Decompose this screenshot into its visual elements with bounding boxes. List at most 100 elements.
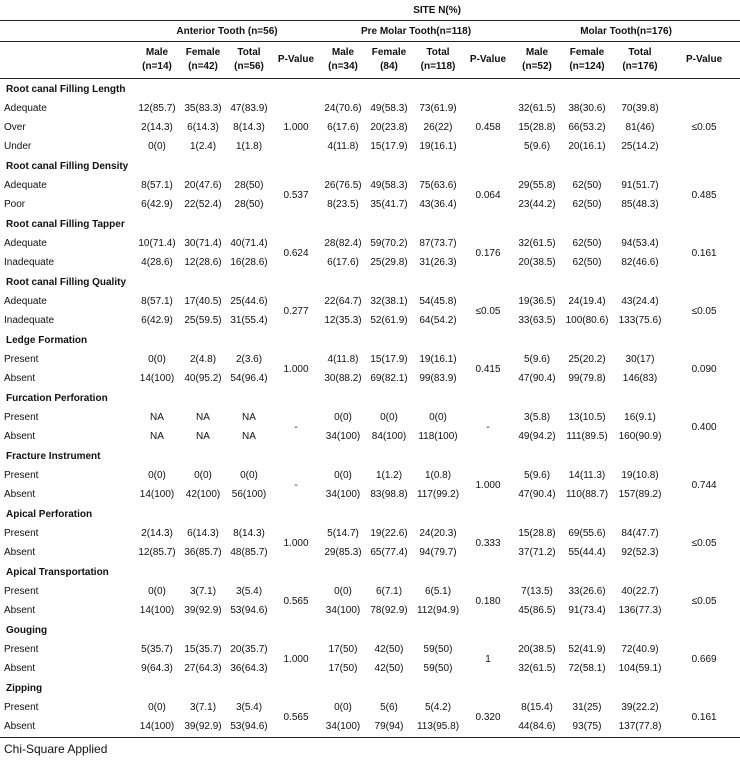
table-cell: 6(42.9) [141,315,173,326]
table-cell: 20(38.5) [518,257,556,268]
table-cell: 15(17.9) [370,141,408,152]
column-header: Male (n=52) [512,41,562,79]
table-cell: 100(80.6) [565,315,609,326]
column-header: Total (n=118) [412,41,464,79]
category-title: Apical Transportation [6,566,109,578]
column-header-label: Male [145,47,169,58]
row-label: Under [4,141,32,152]
group-premolar-title: Pre Molar Tooth(n=118) [320,20,512,42]
results-table: SITE N(%) Anterior Tooth (n=56) Pre Mola… [0,0,740,732]
category-title: Root canal Filling Tapper [6,218,125,230]
row-label: Present [4,354,39,365]
row-label: Adequate [4,238,47,249]
table-cell: 5(9.6) [523,354,551,365]
table-cell: 6(42.9) [141,199,173,210]
row-label: Poor [4,199,26,210]
column-header-label: Total [237,47,261,58]
table-cell: 54(96.4) [230,373,268,384]
table-cell: 6(17.6) [327,257,359,268]
category-title: Furcation Perforation [6,392,108,404]
table-cell: 22(52.4) [184,199,222,210]
p-value-cell: 1.000 [283,363,309,375]
table-cell: 160(90.9) [618,431,662,442]
table-cell: 8(23.5) [327,199,359,210]
row-label: Over [4,122,26,133]
site-header: SITE N(%) [134,0,740,21]
table-cell: 112(94.9) [416,605,460,616]
table-cell: 0(0) [148,470,166,481]
table-cell: 4(28.6) [141,257,173,268]
category-title: Root canal Filling Density [6,160,129,172]
column-header-label: Male [525,47,549,58]
footnote-area: Chi-Square Applied [0,737,740,756]
table-cell: 52(41.9) [568,644,606,655]
footnote: Chi-Square Applied [4,742,108,756]
table-cell: 13(10.5) [568,412,606,423]
p-value-cell: ≤0.05 [691,305,717,317]
column-header: Male (n=34) [320,41,366,79]
table-cell: 12(35.3) [324,315,362,326]
table-cell: 14(100) [139,605,175,616]
column-header-row: Male (n=14) Female (n=42) Total (n=56) P-Value… [0,41,740,79]
category-title: Gouging [6,624,48,636]
column-header: P-Value [668,41,740,79]
table-cell: 5(9.6) [523,470,551,481]
table-cell: 62(50) [572,257,602,268]
table-cell: 73(61.9) [419,103,457,114]
row-label: Absent [4,547,36,558]
table-cell: 9(64.3) [141,663,173,674]
table-cell: 25(59.5) [184,315,222,326]
row-label: Present [4,702,39,713]
table-cell: 22(64.7) [324,296,362,307]
table-cell: 1(1.8) [235,141,263,152]
table-cell: 47(90.4) [518,489,556,500]
table-row: Present 2(14.3) 6(14.3) 8(14.3) 1.000 5(14.7)… [0,524,740,549]
category-row: Apical Perforation [0,504,740,524]
table-cell: 42(50) [374,663,404,674]
table-cell: 24(20.3) [419,528,457,539]
table-cell: 52(61.9) [370,315,408,326]
table-cell: 42(50) [374,644,404,655]
table-cell: 59(50) [423,663,453,674]
table-cell: 2(4.8) [189,354,217,365]
table-cell: 35(83.3) [184,103,222,114]
column-header-label: P-Value [686,54,723,65]
p-value-cell: ≤0.05 [691,122,717,133]
p-value-cell: 0.320 [475,711,501,723]
table-cell: 157(89.2) [618,489,662,500]
column-header: Female (n=42) [180,41,226,79]
table-cell: 69(55.6) [568,528,606,539]
column-header-label: Male [331,47,355,58]
table-cell: 36(64.3) [230,663,268,674]
table-cell: 42(100) [185,489,221,500]
column-header-n: (n=118) [420,61,456,72]
table-cell: 0(0) [429,412,447,423]
table-cell: 12(85.7) [138,547,176,558]
table-cell: 19(16.1) [419,354,457,365]
p-value-cell: 1 [485,653,491,665]
p-value-cell: ≤0.05 [475,305,501,317]
table-cell: 32(61.5) [518,238,556,249]
row-label: Absent [4,489,36,500]
table-row: Poor 6(42.9) 22(52.4) 28(50) 8(23.5) 35(41.7)… [0,195,740,214]
table-row: Present NA NA NA - 0(0) 0(0) 0(0) - 3(5.8) 13(10.5… [0,408,740,433]
column-header: Total (n=56) [226,41,272,79]
p-value-cell: 0.458 [475,122,501,133]
table-cell: 70(39.8) [621,103,659,114]
table-cell: 0(0) [334,412,352,423]
table-cell: 12(28.6) [184,257,222,268]
row-label: Present [4,528,39,539]
table-cell: 32(61.5) [518,663,556,674]
table-cell: 65(77.4) [370,547,408,558]
table-cell: 1(1.2) [375,470,403,481]
category-row: Gouging [0,620,740,640]
category-row: Root canal Filling Length [0,79,740,100]
column-header-label: Female [371,47,407,58]
table-cell: 72(40.9) [621,644,659,655]
table-cell: 56(100) [231,489,267,500]
table-cell: 43(24.4) [621,296,659,307]
table-cell: 0(0) [148,586,166,597]
column-header-n: (n=14) [142,61,172,72]
table-cell: 47(90.4) [518,373,556,384]
table-cell: 55(44.4) [568,547,606,558]
